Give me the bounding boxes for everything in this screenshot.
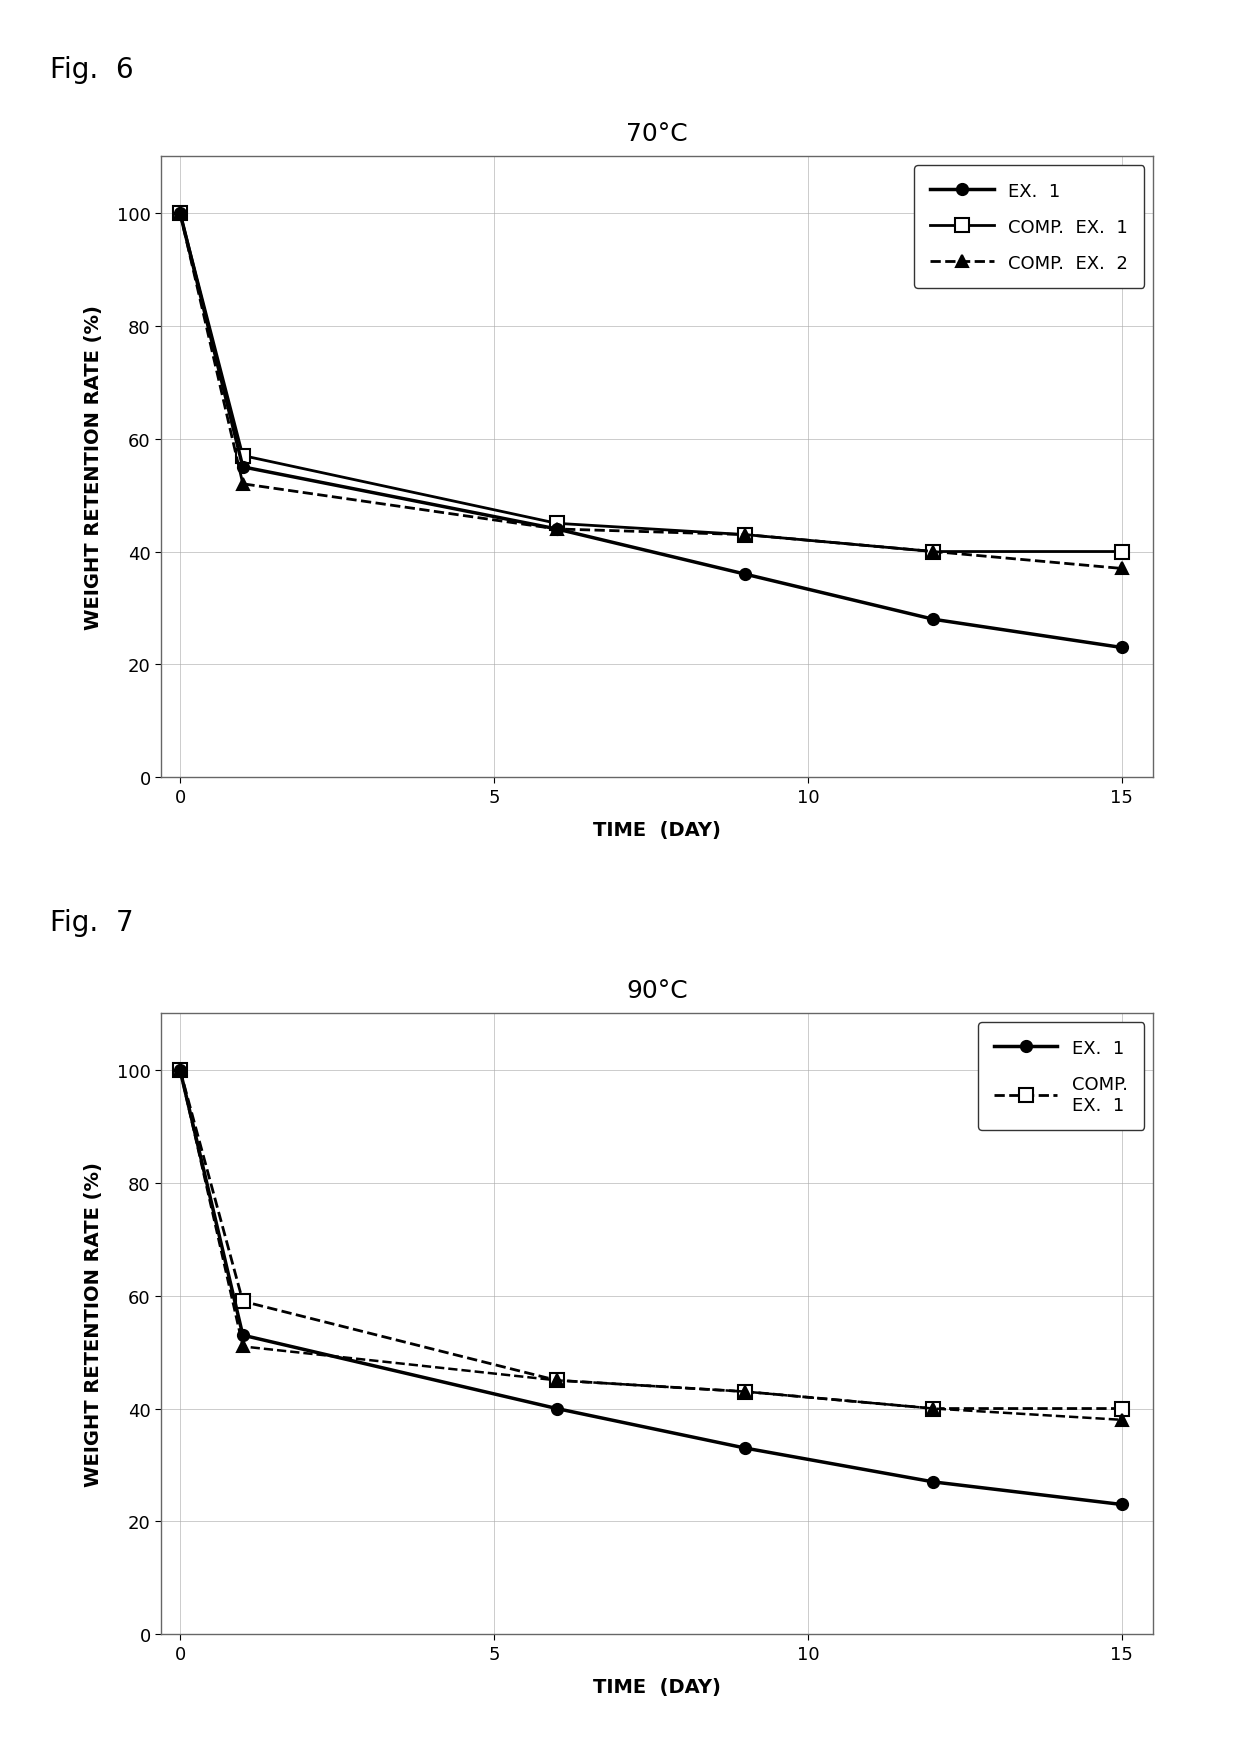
COMP.
EX.  1 [1115, 1398, 1130, 1419]
COMP.  EX.  1 [236, 446, 250, 467]
COMP.  EX.  1 [549, 514, 564, 535]
COMP.
EX.  1 [926, 1398, 941, 1419]
Legend: EX.  1, COMP.
EX.  1: EX. 1, COMP. EX. 1 [978, 1023, 1145, 1131]
EX.  1 [738, 1437, 753, 1458]
Y-axis label: WEIGHT RETENTION RATE (%): WEIGHT RETENTION RATE (%) [84, 1162, 103, 1486]
Line: EX.  1: EX. 1 [175, 1065, 1127, 1510]
COMP.  EX.  2 [738, 524, 753, 545]
COMP.
EX.  1 [172, 1059, 187, 1080]
X-axis label: TIME  (DAY): TIME (DAY) [593, 820, 722, 839]
EX.  1 [549, 1398, 564, 1419]
Line: EX.  1: EX. 1 [175, 208, 1127, 654]
COMP.  EX.  1 [172, 203, 187, 224]
COMP.  EX.  2 [1115, 559, 1130, 580]
Line: COMP.  EX.  1: COMP. EX. 1 [174, 206, 1128, 559]
Y-axis label: WEIGHT RETENTION RATE (%): WEIGHT RETENTION RATE (%) [84, 306, 103, 629]
COMP.
EX.  1 [236, 1292, 250, 1313]
EX.  1 [926, 1472, 941, 1493]
COMP.  EX.  1 [926, 542, 941, 563]
EX.  1 [549, 519, 564, 540]
Line: COMP.  EX.  2: COMP. EX. 2 [174, 208, 1128, 575]
EX.  1 [1115, 1495, 1130, 1516]
Line: COMP.
EX.  1: COMP. EX. 1 [174, 1063, 1128, 1416]
EX.  1 [1115, 638, 1130, 659]
Text: Fig.  6: Fig. 6 [50, 56, 133, 84]
COMP.  EX.  1 [738, 524, 753, 545]
Title: 70°C: 70°C [626, 122, 688, 145]
COMP.  EX.  2 [549, 519, 564, 540]
COMP.
EX.  1 [738, 1381, 753, 1402]
COMP.
EX.  1 [549, 1370, 564, 1391]
COMP.  EX.  2 [172, 203, 187, 224]
EX.  1 [236, 456, 250, 477]
EX.  1 [738, 565, 753, 586]
EX.  1 [926, 610, 941, 631]
COMP.  EX.  2 [236, 474, 250, 495]
Legend: EX.  1, COMP.  EX.  1, COMP.  EX.  2: EX. 1, COMP. EX. 1, COMP. EX. 2 [914, 166, 1145, 288]
COMP.  EX.  2 [926, 542, 941, 563]
Title: 90°C: 90°C [626, 979, 688, 1002]
X-axis label: TIME  (DAY): TIME (DAY) [593, 1676, 722, 1696]
EX.  1 [172, 203, 187, 224]
Text: Fig.  7: Fig. 7 [50, 909, 133, 937]
COMP.  EX.  1 [1115, 542, 1130, 563]
EX.  1 [236, 1325, 250, 1346]
EX.  1 [172, 1059, 187, 1080]
